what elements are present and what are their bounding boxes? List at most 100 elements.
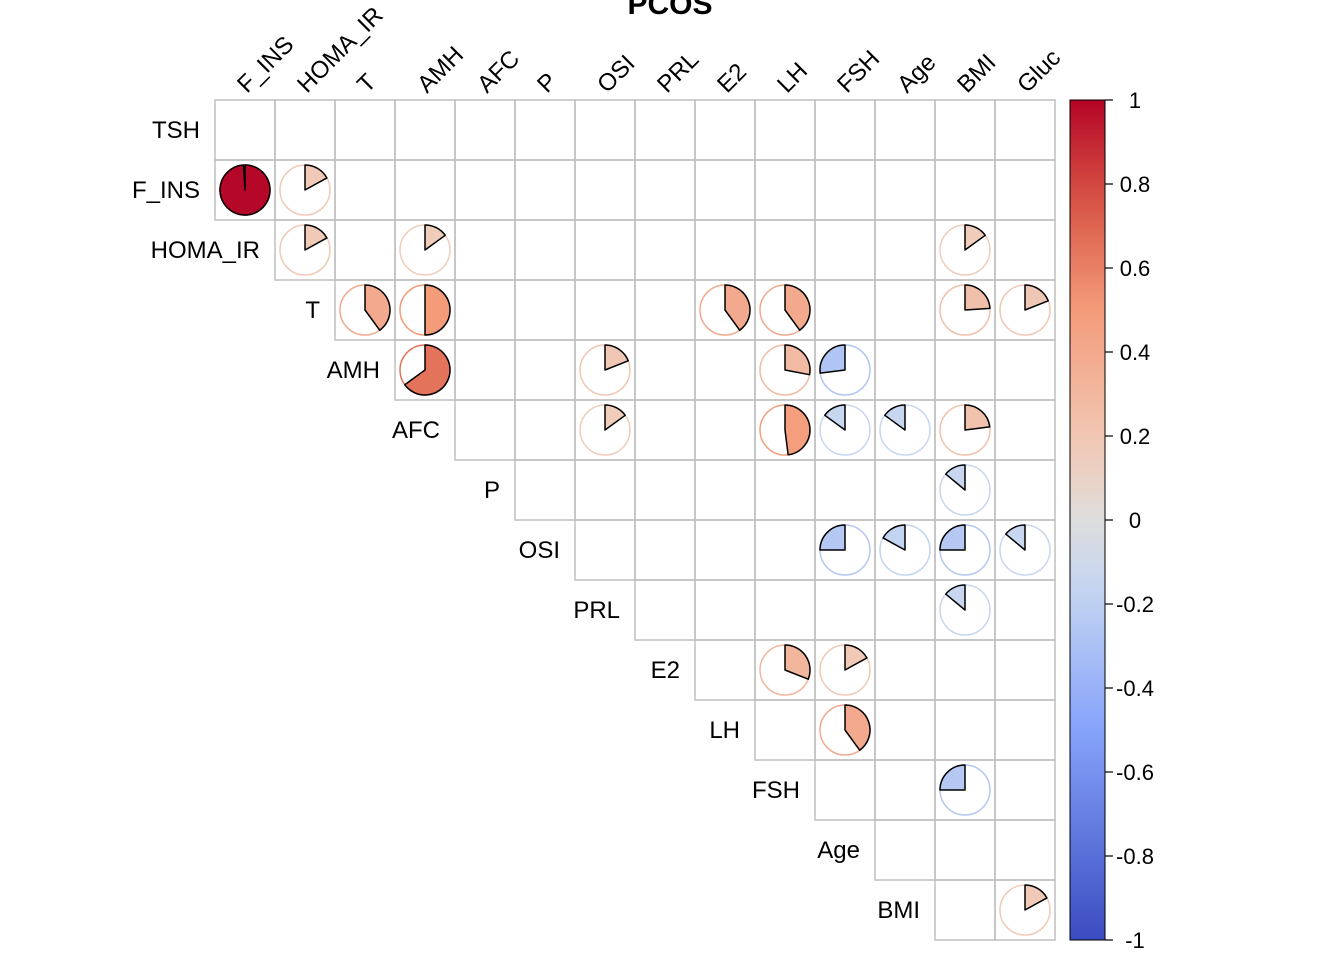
row-label: BMI [877, 897, 920, 924]
grid-cell [994, 579, 1056, 641]
grid-cell [634, 279, 696, 341]
pie-mark [939, 524, 991, 576]
grid-cell [934, 159, 996, 221]
grid-cell [874, 819, 936, 881]
grid-cell [574, 99, 636, 161]
grid-cell [934, 699, 996, 761]
grid-cell [634, 159, 696, 221]
grid-cell [754, 219, 816, 281]
grid-cell [694, 99, 756, 161]
colorbar-tick-label: 1 [1129, 88, 1141, 113]
grid-cell [454, 219, 516, 281]
pie-mark [579, 404, 631, 456]
grid-cell [934, 339, 996, 401]
chart-title: PCOS [627, 0, 712, 21]
grid-cell [874, 759, 936, 821]
grid-cell [874, 699, 936, 761]
grid-cell [994, 819, 1056, 881]
pie-mark [879, 524, 931, 576]
pie-mark [999, 524, 1051, 576]
col-label: PRL [652, 46, 704, 98]
colorbar-tick-label: 0.4 [1120, 340, 1151, 365]
grid-cell [694, 579, 756, 641]
grid-cell [694, 639, 756, 701]
col-label: OSI [592, 50, 640, 98]
grid-cell [934, 639, 996, 701]
grid-cell [874, 219, 936, 281]
grid-cell [814, 279, 876, 341]
grid-cell [274, 99, 336, 161]
pie-mark [759, 284, 811, 336]
grid-cell [634, 339, 696, 401]
col-label: LH [772, 57, 813, 98]
grid-cell [994, 339, 1056, 401]
row-label: F_INS [132, 177, 200, 204]
grid-cell [814, 459, 876, 521]
pie-mark [759, 404, 811, 456]
row-label: T [305, 297, 320, 324]
pie-mark [279, 164, 331, 216]
grid-cell [694, 519, 756, 581]
grid-cell [454, 399, 516, 461]
grid-cell [214, 99, 276, 161]
row-label: TSH [152, 117, 200, 144]
grid-cell [454, 159, 516, 221]
grid-cell [994, 219, 1056, 281]
grid-cell [574, 519, 636, 581]
grid-cell [874, 279, 936, 341]
grid-cell [874, 459, 936, 521]
grid-cell [334, 159, 396, 221]
pie-mark [399, 224, 451, 276]
grid-cell [814, 759, 876, 821]
pie-mark [999, 284, 1051, 336]
pie-mark [939, 404, 991, 456]
pie-mark [819, 404, 871, 456]
grid-cell [334, 99, 396, 161]
pies [219, 164, 1051, 936]
grid-cell [634, 219, 696, 281]
col-label: AFC [472, 45, 525, 98]
grid-cell [454, 339, 516, 401]
pie-mark [279, 224, 331, 276]
grid-cell [454, 279, 516, 341]
pie-mark [999, 884, 1051, 936]
grid-cell [934, 819, 996, 881]
grid-cell [994, 759, 1056, 821]
col-label: BMI [952, 49, 1001, 98]
grid-cell [874, 639, 936, 701]
grid-cell [994, 879, 1056, 941]
grid-cell [574, 219, 636, 281]
colorbar: 1 0.8 0.6 0.4 0.2 0 -0.2 -0.4 -0.6 -0.8 -1 [1069, 88, 1154, 953]
pie-mark [339, 284, 391, 336]
grid-cell [994, 639, 1056, 701]
row-label: AFC [392, 417, 440, 444]
colorbar-tick-label: -0.4 [1116, 676, 1154, 701]
row-label: LH [709, 717, 740, 744]
grid-cell [514, 339, 576, 401]
pie-mark [819, 344, 871, 396]
grid-cell [634, 99, 696, 161]
col-label: FSH [832, 45, 885, 98]
colorbar-tick-label: 0.8 [1120, 172, 1151, 197]
grid-cell [694, 219, 756, 281]
row-label: PRL [573, 597, 620, 624]
grid-cell [574, 459, 636, 521]
grid-cell [634, 579, 696, 641]
grid-cell [514, 459, 576, 521]
pie-mark [759, 644, 811, 696]
grid-cell [514, 159, 576, 221]
grid-cell [874, 339, 936, 401]
grid-cell [934, 879, 996, 941]
row-label: FSH [752, 777, 800, 804]
colorbar-tick-label: 0 [1129, 508, 1141, 533]
pie-mark [939, 584, 991, 636]
grid-cell [574, 159, 636, 221]
pie-mark [939, 764, 991, 816]
grid-cell [994, 459, 1056, 521]
grid-cell [994, 159, 1056, 221]
grid-cell [994, 99, 1056, 161]
row-label: Age [817, 837, 860, 864]
col-label: Age [892, 49, 941, 98]
grid-cell [694, 159, 756, 221]
pie-mark [819, 644, 871, 696]
